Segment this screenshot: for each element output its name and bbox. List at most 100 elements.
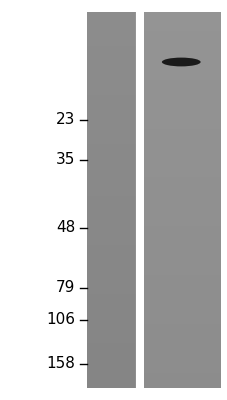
Bar xyxy=(86,125,136,128)
Bar xyxy=(143,192,220,196)
Bar xyxy=(86,366,136,369)
Bar xyxy=(86,23,136,27)
Bar xyxy=(86,362,136,366)
Bar xyxy=(86,34,136,38)
Bar xyxy=(143,136,220,140)
Bar xyxy=(86,192,136,196)
Bar xyxy=(143,178,220,181)
Bar xyxy=(86,294,136,298)
Bar xyxy=(86,185,136,189)
Bar xyxy=(143,219,220,222)
Bar xyxy=(143,181,220,185)
Text: 48: 48 xyxy=(56,220,75,236)
Bar xyxy=(143,147,220,151)
Bar xyxy=(86,128,136,132)
Bar xyxy=(86,57,136,61)
Bar xyxy=(143,159,220,162)
Bar xyxy=(86,68,136,72)
Bar xyxy=(143,102,220,106)
Text: 79: 79 xyxy=(56,280,75,296)
Bar xyxy=(143,384,220,388)
Bar xyxy=(143,114,220,117)
Bar xyxy=(86,27,136,31)
Bar xyxy=(86,309,136,313)
Bar xyxy=(86,53,136,57)
Bar xyxy=(86,335,136,339)
Bar xyxy=(143,339,220,343)
Bar xyxy=(86,354,136,358)
Bar xyxy=(143,208,220,211)
Bar xyxy=(86,234,136,238)
Bar xyxy=(86,272,136,275)
Bar xyxy=(143,215,220,219)
Bar xyxy=(86,380,136,384)
Bar xyxy=(143,162,220,166)
Bar xyxy=(143,16,220,20)
Bar xyxy=(86,140,136,144)
Bar xyxy=(86,204,136,208)
Bar xyxy=(86,305,136,309)
Bar xyxy=(143,106,220,110)
Text: 35: 35 xyxy=(56,152,75,168)
Bar xyxy=(143,68,220,72)
Bar xyxy=(143,260,220,264)
Bar xyxy=(143,144,220,147)
Bar xyxy=(143,42,220,46)
Bar xyxy=(86,80,136,84)
Bar xyxy=(143,117,220,121)
Bar xyxy=(143,128,220,132)
Bar xyxy=(143,57,220,61)
Bar xyxy=(86,215,136,219)
Bar xyxy=(143,166,220,170)
Bar xyxy=(86,222,136,226)
Bar xyxy=(143,34,220,38)
Bar xyxy=(143,256,220,260)
Bar xyxy=(86,290,136,294)
Bar xyxy=(86,350,136,354)
Bar xyxy=(143,380,220,384)
Bar xyxy=(86,313,136,316)
Bar xyxy=(86,72,136,76)
Bar xyxy=(143,253,220,256)
Bar xyxy=(86,38,136,42)
Bar xyxy=(86,189,136,192)
Bar xyxy=(86,42,136,46)
Bar xyxy=(86,61,136,65)
Bar xyxy=(143,31,220,34)
Bar xyxy=(143,347,220,350)
Bar xyxy=(86,170,136,174)
Bar xyxy=(86,219,136,222)
Bar xyxy=(86,87,136,91)
Bar xyxy=(86,343,136,347)
Bar xyxy=(86,324,136,328)
Bar xyxy=(86,12,136,16)
Bar xyxy=(86,332,136,335)
Bar xyxy=(86,264,136,268)
Bar xyxy=(86,20,136,23)
Bar xyxy=(143,320,220,324)
Bar xyxy=(86,226,136,230)
Bar xyxy=(86,283,136,286)
Bar xyxy=(143,61,220,65)
Bar xyxy=(86,249,136,253)
Bar xyxy=(143,170,220,174)
Bar xyxy=(86,121,136,125)
Bar xyxy=(143,354,220,358)
Bar xyxy=(143,302,220,305)
Bar xyxy=(143,328,220,332)
Bar xyxy=(143,155,220,159)
Bar xyxy=(143,298,220,302)
Bar xyxy=(86,286,136,290)
Bar xyxy=(143,50,220,53)
Ellipse shape xyxy=(161,58,200,66)
Bar xyxy=(86,98,136,102)
Bar xyxy=(86,196,136,200)
Bar xyxy=(143,294,220,298)
Bar xyxy=(143,279,220,283)
Bar xyxy=(86,178,136,181)
Bar xyxy=(86,162,136,166)
Bar xyxy=(143,316,220,320)
Bar xyxy=(86,268,136,272)
Bar xyxy=(143,189,220,192)
Bar xyxy=(86,328,136,332)
